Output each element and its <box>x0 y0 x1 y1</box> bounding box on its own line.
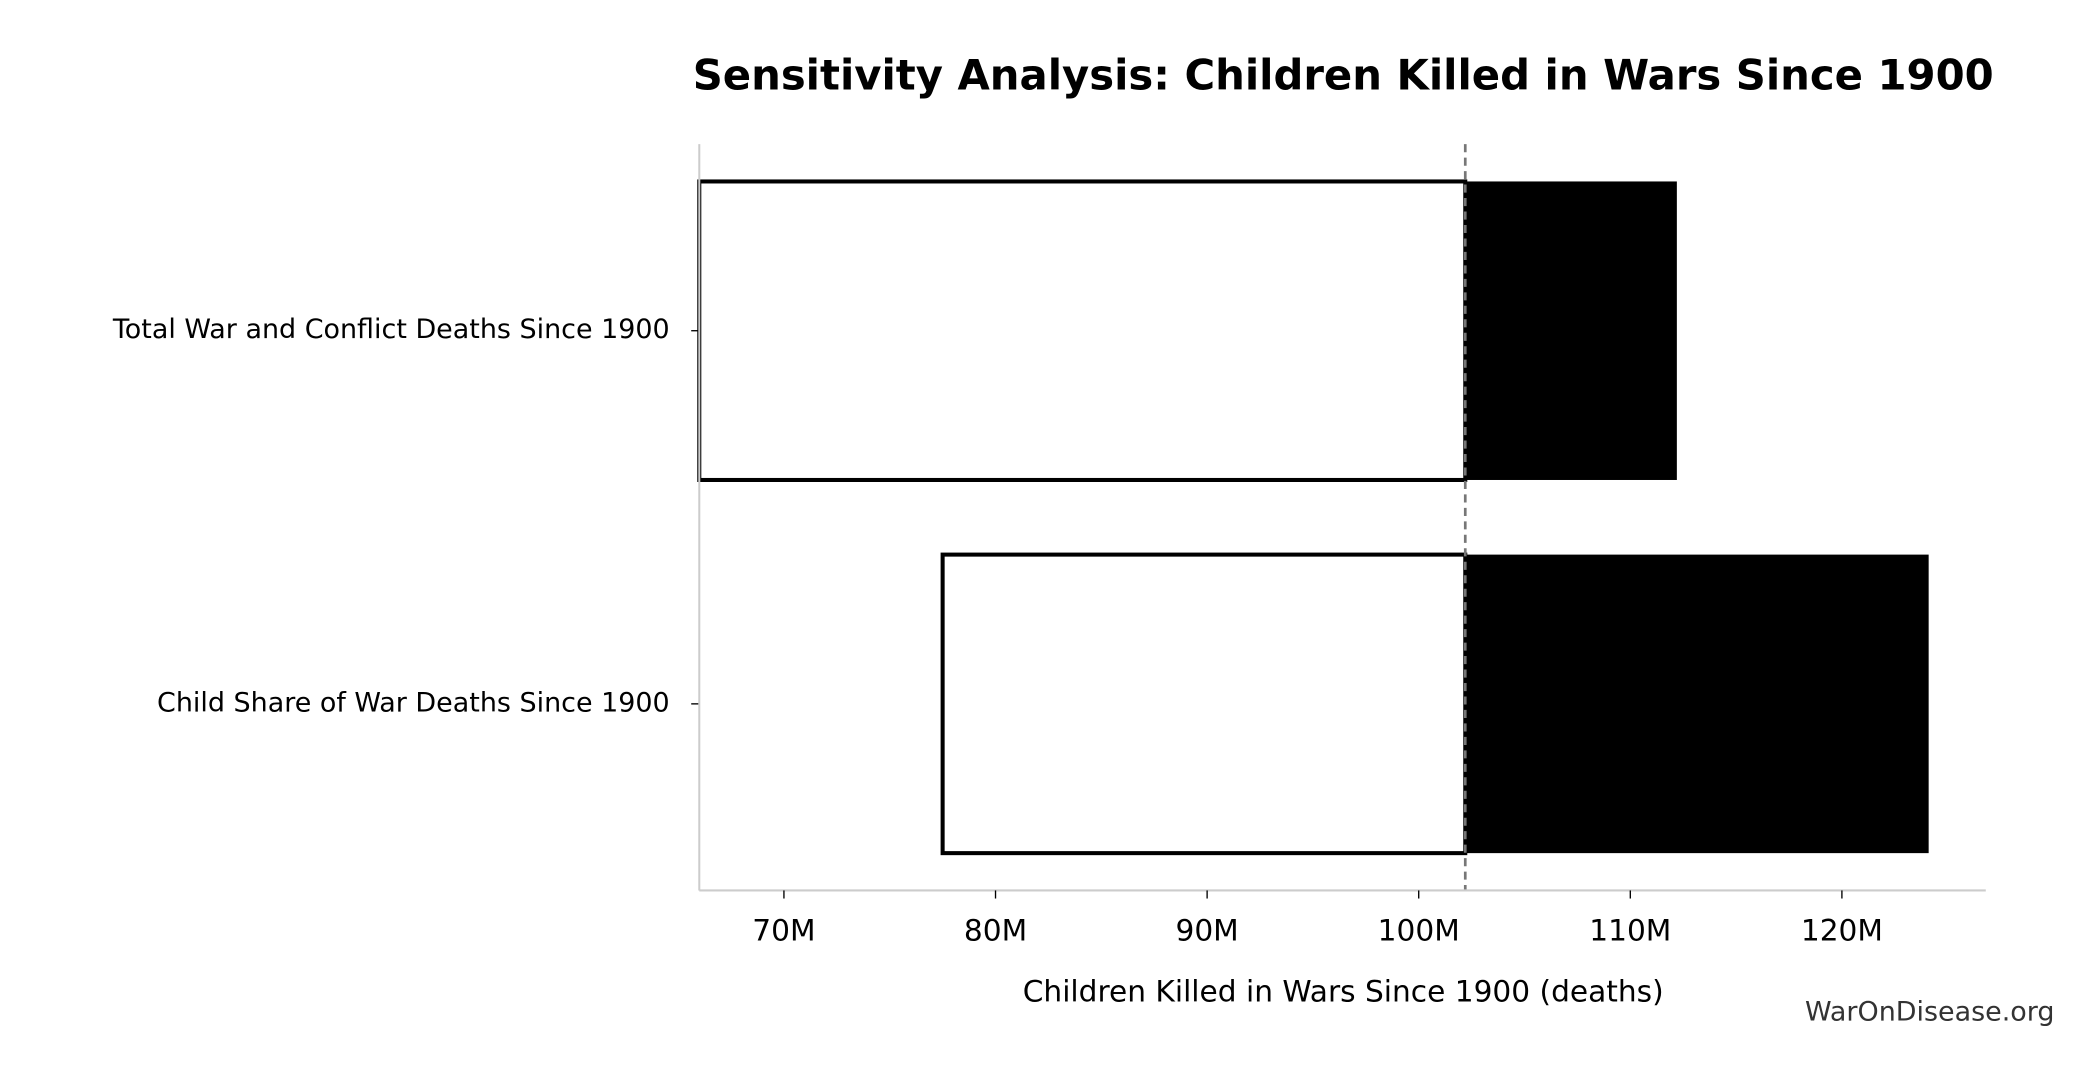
watermark: WarOnDisease.org <box>1805 997 2054 1028</box>
y-tick-label: Total War and Conflict Deaths Since 1900 <box>112 314 670 345</box>
high-bar <box>1465 181 1677 480</box>
x-tick-label: 110M <box>1589 913 1671 948</box>
y-tick-label: Child Share of War Deaths Since 1900 <box>157 687 670 718</box>
x-tick-label: 90M <box>1175 913 1238 948</box>
chart-title: Sensitivity Analysis: Children Killed in… <box>693 51 1994 100</box>
low-bar <box>940 552 1468 856</box>
x-tick-label: 120M <box>1801 913 1883 948</box>
x-tick-label: 80M <box>964 913 1027 948</box>
low-bar <box>697 179 1468 482</box>
x-axis-label: Children Killed in Wars Since 1900 (deat… <box>1023 973 1664 1008</box>
high-bar <box>1465 554 1929 854</box>
x-tick-label: 70M <box>752 913 815 948</box>
x-tick-label: 100M <box>1378 913 1460 948</box>
